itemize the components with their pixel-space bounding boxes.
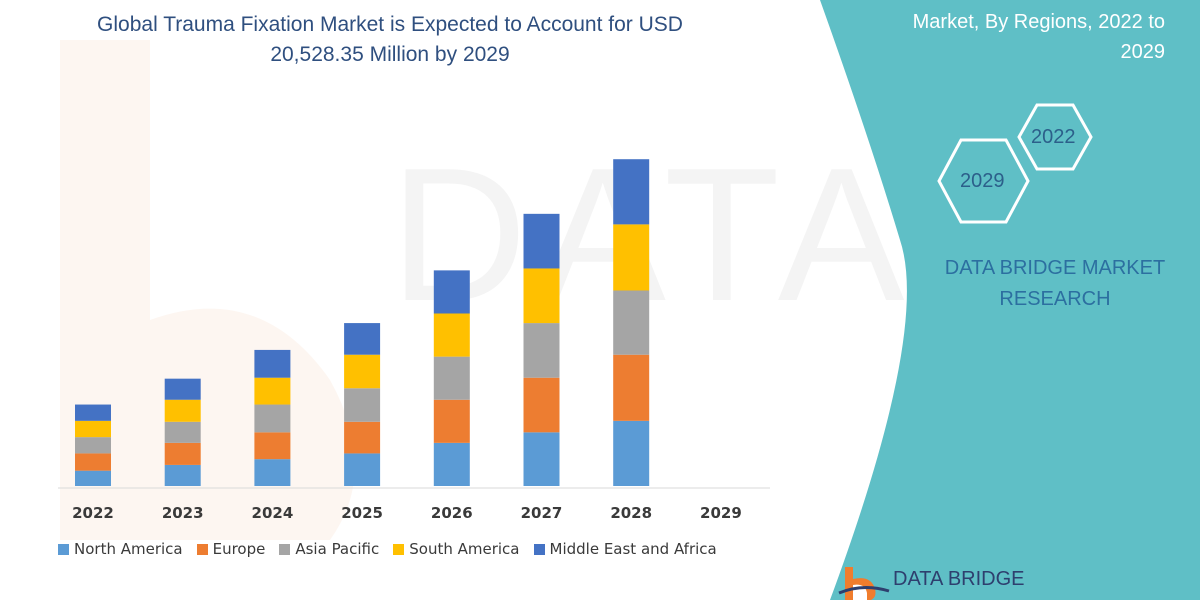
bar-2028-asia-pacific (613, 290, 650, 355)
legend-label: Asia Pacific (295, 540, 380, 558)
legend-item-europe: Europe (196, 540, 266, 558)
bar-2028-europe (613, 354, 650, 421)
legend-item-asia-pacific: Asia Pacific (279, 540, 379, 558)
x-tick-label-2029: 2029 (700, 504, 742, 522)
legend-label: North America (74, 540, 183, 558)
brand-name: DATA BRIDGE MARKET RESEARCH (905, 253, 1200, 315)
hexagon-bottom-label: 2029 (960, 170, 1005, 192)
bar-2027-asia-pacific (523, 323, 560, 378)
side-panel-header: Market, By Regions, 2022 to 2029 (845, 7, 1165, 67)
chart-title-line1: Global Trauma Fixation Market is Expecte… (97, 13, 683, 36)
chart-title: Global Trauma Fixation Market is Expecte… (40, 10, 740, 70)
legend-swatch (279, 543, 291, 555)
legend-label: South America (409, 540, 520, 558)
bar-2025-south-america (344, 354, 381, 389)
hexagon-top-label: 2022 (1031, 126, 1076, 148)
chart-legend: North America Europe Asia Pacific South Ame… (58, 540, 717, 558)
x-tick-label-2027: 2027 (521, 504, 563, 522)
side-panel-header-line2: 2029 (1120, 41, 1166, 63)
legend-item-north-america: North America (58, 540, 183, 558)
bar-2022-north-america (75, 470, 111, 486)
x-tick-label-2024: 2024 (252, 504, 294, 522)
bar-2027-south-america (523, 268, 560, 324)
bar-2026-asia-pacific (433, 356, 470, 400)
x-tick-label-2028: 2028 (610, 504, 652, 522)
bar-2022-asia-pacific (75, 437, 111, 454)
bar-2026-middle-east-and-africa (433, 270, 470, 314)
bar-2026-south-america (433, 313, 470, 357)
logo-text: DATA BRIDGE (893, 568, 1025, 590)
bar-2028-south-america (613, 224, 650, 291)
legend-item-middle-east-and-africa: Middle East and Africa (533, 540, 717, 558)
bar-2024-asia-pacific (254, 404, 291, 433)
bar-2028-middle-east-and-africa (613, 159, 650, 225)
legend-item-south-america: South America (393, 540, 520, 558)
bar-2027-europe (523, 377, 560, 433)
bar-2023-asia-pacific (164, 421, 201, 443)
brand-name-line2: RESEARCH (999, 288, 1111, 310)
bar-2028-north-america (613, 420, 650, 486)
bar-2026-north-america (433, 442, 470, 486)
side-panel-background (820, 0, 1200, 600)
bar-2025-middle-east-and-africa (344, 323, 381, 355)
x-tick-label-2023: 2023 (162, 504, 204, 522)
bar-2022-europe (75, 453, 111, 471)
bar-2024-europe (254, 432, 291, 460)
bar-2025-asia-pacific (344, 388, 381, 422)
bar-2025-north-america (344, 453, 381, 486)
bar-2023-middle-east-and-africa (164, 378, 201, 400)
x-tick-label-2025: 2025 (341, 504, 383, 522)
legend-label: Europe (212, 540, 266, 558)
side-panel-header-line1: Market, By Regions, 2022 to (912, 11, 1165, 33)
chart-title-line2: 20,528.35 Million by 2029 (270, 43, 510, 66)
legend-swatch (533, 543, 545, 555)
bar-2025-europe (344, 421, 381, 454)
legend-label: Middle East and Africa (549, 540, 717, 558)
legend-swatch (196, 543, 208, 555)
legend-swatch (58, 543, 69, 555)
bar-2022-middle-east-and-africa (75, 404, 111, 421)
hexagon-icon-bottom (937, 138, 1030, 224)
bar-2023-europe (164, 442, 201, 465)
bar-2022-south-america (75, 420, 111, 438)
data-bridge-logo-icon (838, 567, 890, 600)
company-logo: DATA BRIDGE (835, 565, 1055, 600)
legend-swatch (393, 543, 405, 555)
bar-2023-south-america (164, 399, 201, 422)
x-tick-label-2022: 2022 (72, 504, 114, 522)
hexagon-icon-top (1017, 103, 1093, 171)
bar-2026-europe (433, 399, 470, 443)
x-tick-label-2026: 2026 (431, 504, 473, 522)
bar-2027-north-america (523, 432, 560, 486)
bar-2027-middle-east-and-africa (523, 213, 560, 269)
bar-2024-middle-east-and-africa (254, 349, 291, 378)
bar-2024-north-america (254, 459, 291, 486)
bar-2023-north-america (164, 464, 201, 486)
brand-name-line1: DATA BRIDGE MARKET (944, 257, 1166, 279)
bar-2024-south-america (254, 377, 291, 405)
